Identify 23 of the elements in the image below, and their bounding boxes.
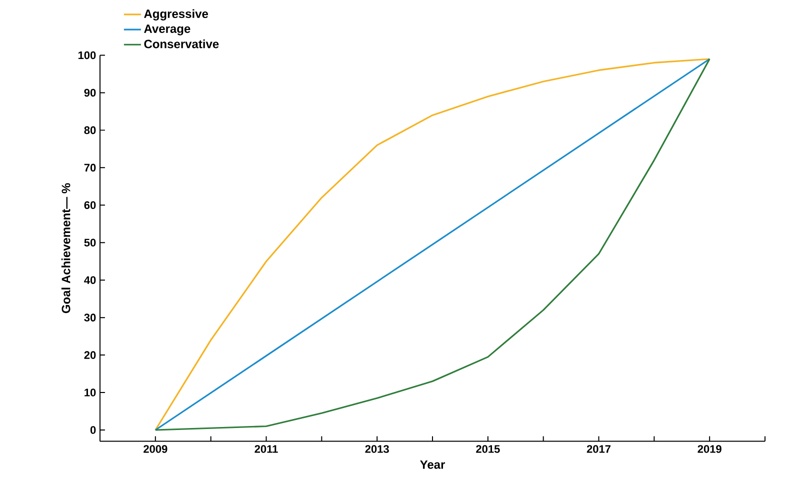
y-tick-label: 70: [84, 164, 96, 172]
x-tick-label: 2013: [365, 445, 389, 453]
y-tick-label: 0: [90, 426, 96, 434]
y-tick-label: 90: [84, 88, 96, 97]
y-axis-title: Goal Achievement— %: [61, 183, 70, 314]
x-tick-label: 2019: [698, 445, 722, 453]
x-tick-label: 2009: [144, 445, 168, 453]
legend-label: Aggressive: [144, 9, 208, 20]
y-tick-label: 30: [84, 314, 96, 322]
x-tick-label: 2015: [476, 445, 500, 453]
y-tick-label: 10: [84, 388, 96, 396]
legend-label: Conservative: [144, 39, 219, 48]
x-tick-label: 2011: [254, 445, 278, 453]
y-tick-label: 60: [84, 201, 96, 210]
y-tick-label: 100: [78, 51, 96, 60]
legend-label: Average: [144, 24, 190, 36]
x-tick-label: 2017: [586, 445, 611, 453]
y-tick-label: 50: [84, 238, 96, 247]
y-tick-label: 80: [84, 126, 96, 134]
line-series: [154, 58, 710, 431]
y-tick-label: 40: [84, 276, 96, 284]
x-axis-title: Year: [420, 460, 445, 469]
y-tick-label: 20: [84, 351, 96, 359]
